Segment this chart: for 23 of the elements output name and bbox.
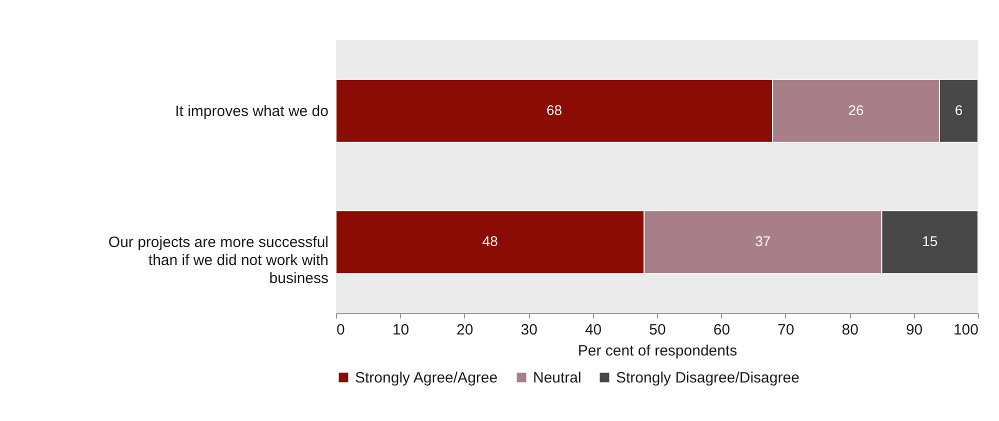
data-label: 6 (954, 102, 963, 118)
x-tick-label: 10 (392, 322, 410, 338)
x-tick-label: 60 (713, 322, 730, 338)
x-tick-label: 0 (336, 322, 345, 338)
y-tick-label: It improves what we do (175, 102, 328, 120)
x-tick-label: 70 (778, 322, 794, 338)
x-tick-label: 90 (906, 322, 923, 338)
data-label: 48 (482, 233, 498, 250)
x-axis-title: Per cent of respondents (578, 342, 738, 360)
x-tick-label: 30 (520, 322, 538, 338)
data-label: 26 (848, 102, 864, 118)
legend-label: Strongly Agree/Agree (355, 370, 498, 387)
x-tick-label: 80 (842, 322, 858, 338)
x-tick-label: 20 (456, 322, 474, 338)
data-label: 15 (922, 233, 938, 250)
x-tick-label: 50 (649, 322, 666, 338)
x-tick-label: 100 (953, 322, 978, 338)
legend-label: Neutral (533, 370, 582, 387)
y-tick-label: Our projects are more successful than if we did not work with business (108, 234, 328, 288)
data-label: 37 (755, 233, 771, 250)
x-tick-label: 40 (584, 322, 602, 338)
data-label: 68 (546, 102, 562, 118)
legend-label: Strongly Disagree/Disagree (616, 370, 800, 387)
